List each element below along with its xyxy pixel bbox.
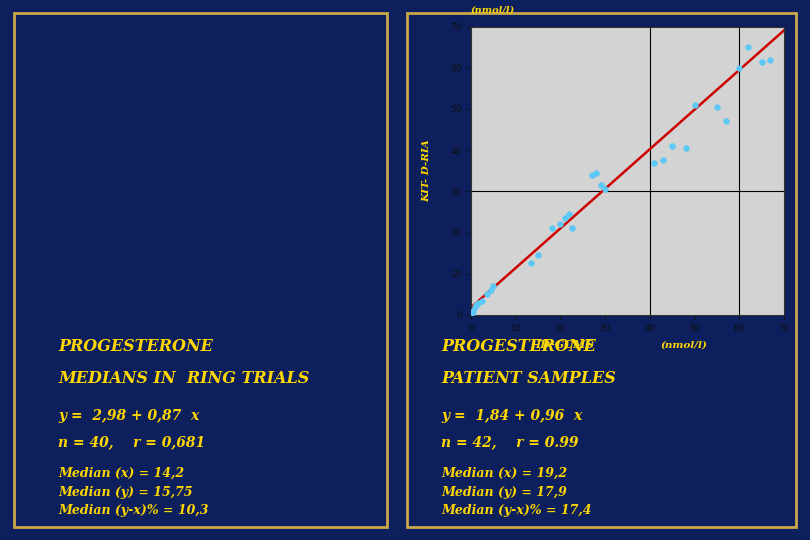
Point: [599, 185, 612, 194]
Point: [565, 224, 578, 233]
Text: (nmol/l): (nmol/l): [471, 6, 514, 15]
Point: [475, 296, 488, 305]
Text: Median (y) = 17,9: Median (y) = 17,9: [441, 486, 567, 499]
Point: [487, 282, 500, 291]
Point: [558, 214, 571, 222]
Point: [595, 181, 608, 190]
Point: [484, 286, 497, 295]
Point: [679, 144, 692, 152]
Text: y =  1,84 + 0,96  x: y = 1,84 + 0,96 x: [441, 409, 582, 422]
Point: [554, 220, 567, 228]
Text: PROGESTERONE: PROGESTERONE: [58, 338, 213, 355]
Point: [467, 307, 480, 315]
Text: MEDIANS IN  RING TRIALS: MEDIANS IN RING TRIALS: [58, 370, 309, 387]
Text: Median (y-x)% = 17,4: Median (y-x)% = 17,4: [441, 504, 591, 517]
Point: [648, 158, 661, 167]
Point: [733, 63, 746, 72]
Point: [480, 290, 493, 299]
Point: [466, 308, 479, 317]
Text: PROGESTERONE: PROGESTERONE: [441, 338, 596, 355]
Point: [666, 141, 679, 150]
Text: Median (x) = 14,2: Median (x) = 14,2: [58, 467, 184, 480]
Point: [586, 171, 599, 179]
Text: PATIENT SAMPLES: PATIENT SAMPLES: [441, 370, 616, 387]
Point: [563, 210, 576, 218]
Text: n = 40,    r = 0,681: n = 40, r = 0,681: [58, 435, 205, 449]
Point: [590, 168, 603, 177]
Text: y =  2,98 + 0,87  x: y = 2,98 + 0,87 x: [58, 409, 199, 422]
Point: [742, 43, 755, 51]
Point: [719, 117, 732, 126]
Point: [471, 298, 484, 307]
Point: [710, 103, 723, 111]
Text: Median (y-x)% = 10,3: Median (y-x)% = 10,3: [58, 504, 209, 517]
Text: KIT- D-RIA: KIT- D-RIA: [422, 139, 431, 202]
Point: [531, 251, 544, 260]
Text: n = 42,    r = 0.99: n = 42, r = 0.99: [441, 435, 578, 449]
Text: ID-GCMS: ID-GCMS: [535, 339, 595, 350]
Text: Median (y) = 15,75: Median (y) = 15,75: [58, 486, 193, 499]
Text: (nmol/l): (nmol/l): [660, 340, 707, 349]
Point: [657, 156, 670, 165]
Point: [688, 100, 701, 109]
Point: [469, 300, 482, 309]
Point: [755, 57, 768, 66]
Point: [545, 224, 558, 233]
Point: [468, 302, 481, 311]
Point: [525, 259, 538, 268]
Text: Median (x) = 19,2: Median (x) = 19,2: [441, 467, 567, 480]
Point: [764, 55, 777, 64]
